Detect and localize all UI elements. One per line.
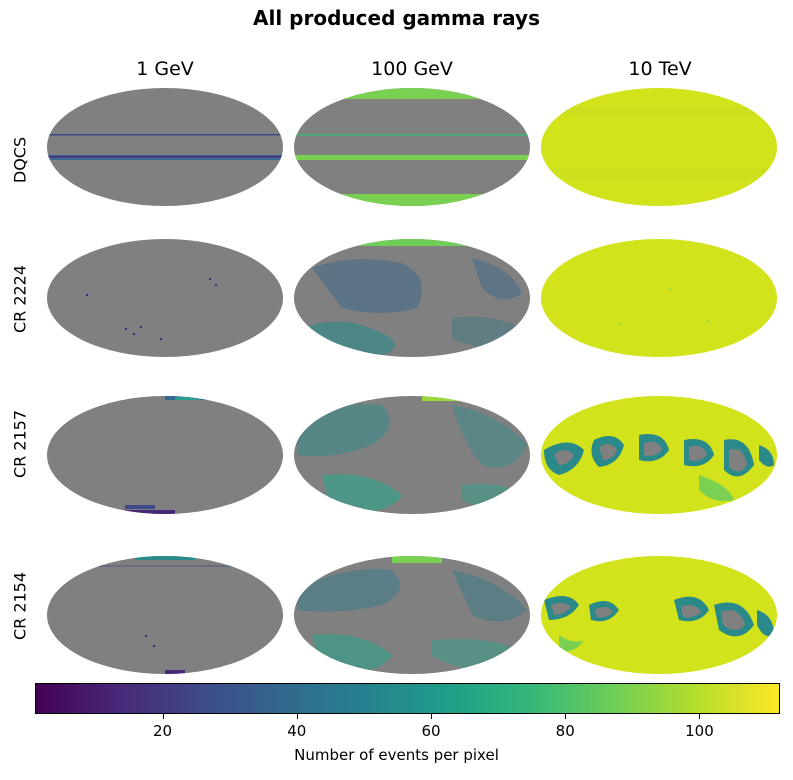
column-title-10tev: 10 TeV <box>628 58 692 80</box>
colorbar-tick-label: 100 <box>685 722 714 740</box>
colorbar-tick <box>296 714 298 719</box>
colorbar-label: Number of events per pixel <box>294 746 499 764</box>
map-cr2224-100gev <box>294 239 530 357</box>
map-cr2224-10tev <box>541 239 777 357</box>
map-cr2157-100gev <box>294 396 530 514</box>
colorbar-tick <box>162 714 164 719</box>
map-dqcs-1gev <box>47 88 283 206</box>
colorbar-tick-label: 40 <box>287 722 307 740</box>
map-cr2157-10tev <box>541 396 777 514</box>
sky-maps-grid <box>47 88 777 674</box>
map-cr2154-10tev <box>541 556 777 674</box>
colorbar-tick-label: 80 <box>555 722 575 740</box>
map-cr2157-1gev <box>47 396 283 514</box>
colorbar-tick <box>565 714 567 719</box>
colorbar <box>35 683 780 714</box>
map-dqcs-100gev <box>294 88 530 206</box>
map-dqcs-10tev <box>541 88 777 206</box>
colorbar-tick-label: 20 <box>152 722 173 740</box>
column-title-1gev: 1 GeV <box>136 58 194 80</box>
map-cr2224-1gev <box>47 239 283 357</box>
map-cr2154-1gev <box>47 556 283 674</box>
colorbar-tick <box>699 714 701 719</box>
colorbar-tick-label: 60 <box>421 722 441 740</box>
figure-title: All produced gamma rays <box>253 6 540 30</box>
map-cr2154-100gev <box>294 556 530 674</box>
column-title-100gev: 100 GeV <box>371 58 453 80</box>
colorbar-tick <box>430 714 432 719</box>
